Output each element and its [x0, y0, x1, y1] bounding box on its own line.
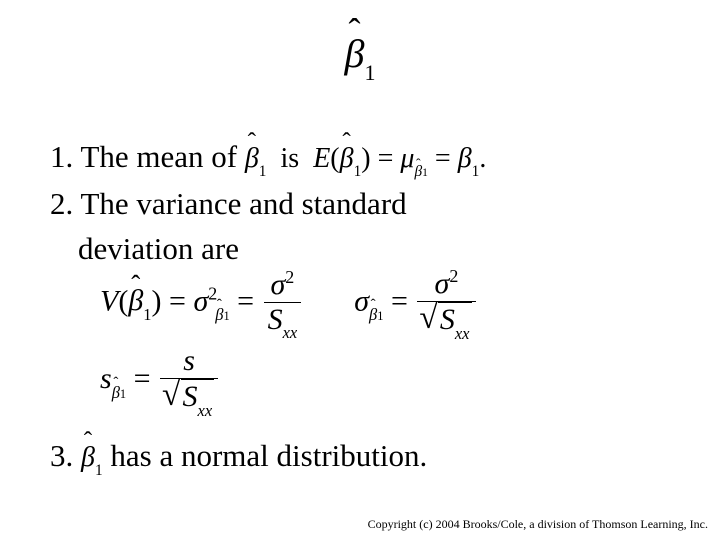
point-3-prefix: 3. — [50, 438, 81, 473]
estimated-sd-formula: sβ1 = s Sxx — [100, 344, 450, 418]
point-1-prefix: 1. The mean of — [50, 139, 245, 174]
point-3-suffix: has a normal distribution. — [110, 438, 427, 473]
variance-sd-formula: V(β1) = σ2β1 = σ2 Sxx σβ1 = σ2 Sxx — [100, 266, 620, 341]
point-1-formula: β1 is E(β1) = μβ1 = β1. — [245, 141, 487, 179]
slide: β1 1. The mean of β1 is E(β1) = μβ1 = β1… — [0, 0, 720, 540]
copyright-text: Copyright (c) 2004 Brooks/Cole, a divisi… — [368, 517, 708, 532]
body-text: 1. The mean of β1 is E(β1) = μβ1 = β1. 2… — [50, 138, 670, 274]
point-2-line2: deviation are — [50, 230, 670, 269]
point-3: 3. β1 has a normal distribution. — [50, 438, 670, 478]
title-formula: β1 — [0, 30, 720, 82]
point-2-line1: 2. The variance and standard — [50, 185, 670, 224]
